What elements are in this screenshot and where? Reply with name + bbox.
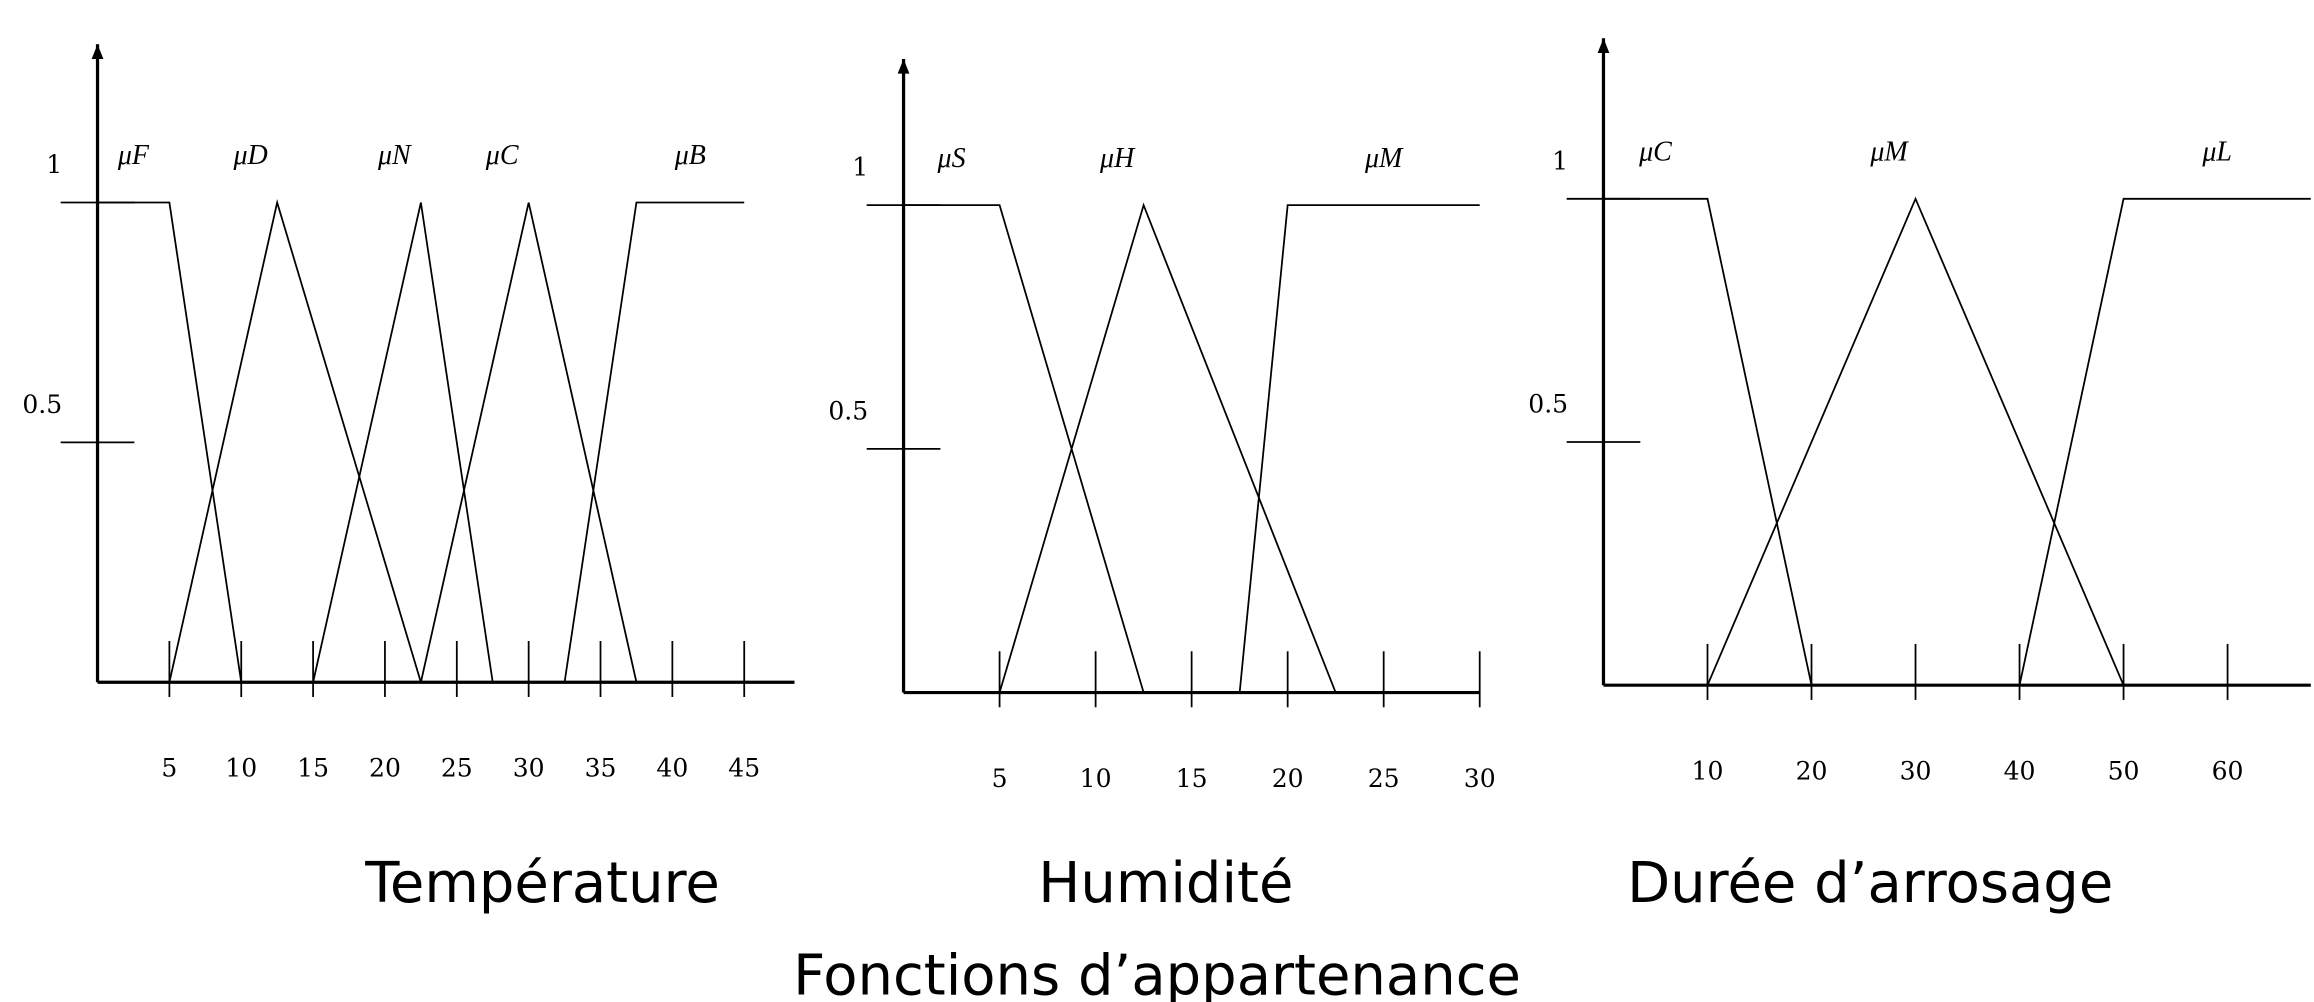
x-tick-label: 30: [1900, 756, 1932, 785]
y-tick-label: 1: [852, 153, 868, 182]
membership-line: [998, 202, 1337, 693]
series-label: μD: [233, 140, 268, 171]
y-tick-label: 0.5: [828, 396, 868, 425]
figure-caption: Fonctions d’appartenance: [793, 944, 1521, 1002]
series-label: μN: [377, 140, 412, 171]
x-tick-label: 40: [2004, 756, 2036, 785]
x-tick-label: 10: [1692, 756, 1724, 785]
x-tick-label: 10: [1080, 764, 1112, 793]
membership-line: [1238, 204, 1480, 693]
y-tick-label: 0.5: [1528, 390, 1568, 419]
x-tick-label: 5: [161, 754, 177, 783]
x-tick-label: 20: [1272, 764, 1304, 793]
series-label: μC: [485, 140, 519, 171]
chart-title: Température: [364, 851, 720, 916]
x-tick-label: 45: [728, 754, 760, 783]
series-label: μF: [117, 140, 150, 171]
axis-arrow: [1597, 38, 1610, 54]
x-tick-label: 25: [1368, 764, 1400, 793]
series-label: μM: [1869, 137, 1909, 168]
series-label: μH: [1099, 143, 1136, 174]
chart-title: Humidité: [1038, 851, 1293, 916]
series-label: μS: [937, 143, 966, 174]
x-tick-label: 15: [1176, 764, 1208, 793]
series-label: μL: [2201, 137, 2232, 168]
membership-line: [97, 201, 243, 683]
membership-line: [312, 202, 494, 683]
x-tick-label: 30: [513, 754, 545, 783]
x-tick-label: 60: [2212, 756, 2244, 785]
x-tick-label: 35: [585, 754, 617, 783]
membership-line: [903, 204, 1145, 693]
x-tick-label: 25: [441, 754, 473, 783]
membership-line: [420, 202, 638, 683]
axis-arrow: [91, 44, 104, 59]
chart-title: Durée d’arrosage: [1627, 851, 2113, 916]
x-tick-label: 30: [1464, 764, 1496, 793]
chart: Humidité 5 10 15 20 25 30 0.5 1 μS μH μM: [828, 58, 1496, 916]
series-label: μM: [1364, 143, 1404, 174]
x-tick-label: 5: [992, 764, 1008, 793]
chart: Durée d’arrosage 10 20 30 40 50 60 0.5 1 μC μM μL: [1528, 38, 2311, 916]
x-tick-label: 15: [297, 754, 329, 783]
chart: Température 5 10 15 20 25 30 35 40 45 0.5 1 μF μD μN μC…: [22, 44, 795, 916]
membership-line: [2018, 197, 2311, 686]
y-tick-label: 1: [1552, 146, 1568, 175]
x-tick-label: 50: [2108, 756, 2140, 785]
axis-arrow: [897, 58, 910, 74]
series-label: μC: [1638, 137, 1672, 168]
y-tick-label: 1: [46, 150, 62, 179]
membership-line: [563, 201, 745, 683]
y-tick-label: 0.5: [22, 390, 62, 419]
x-tick-label: 20: [1796, 756, 1828, 785]
x-tick-label: 40: [656, 754, 688, 783]
x-tick-label: 10: [225, 754, 257, 783]
membership-line: [168, 199, 422, 683]
x-tick-label: 20: [369, 754, 401, 783]
series-label: μB: [674, 140, 706, 171]
